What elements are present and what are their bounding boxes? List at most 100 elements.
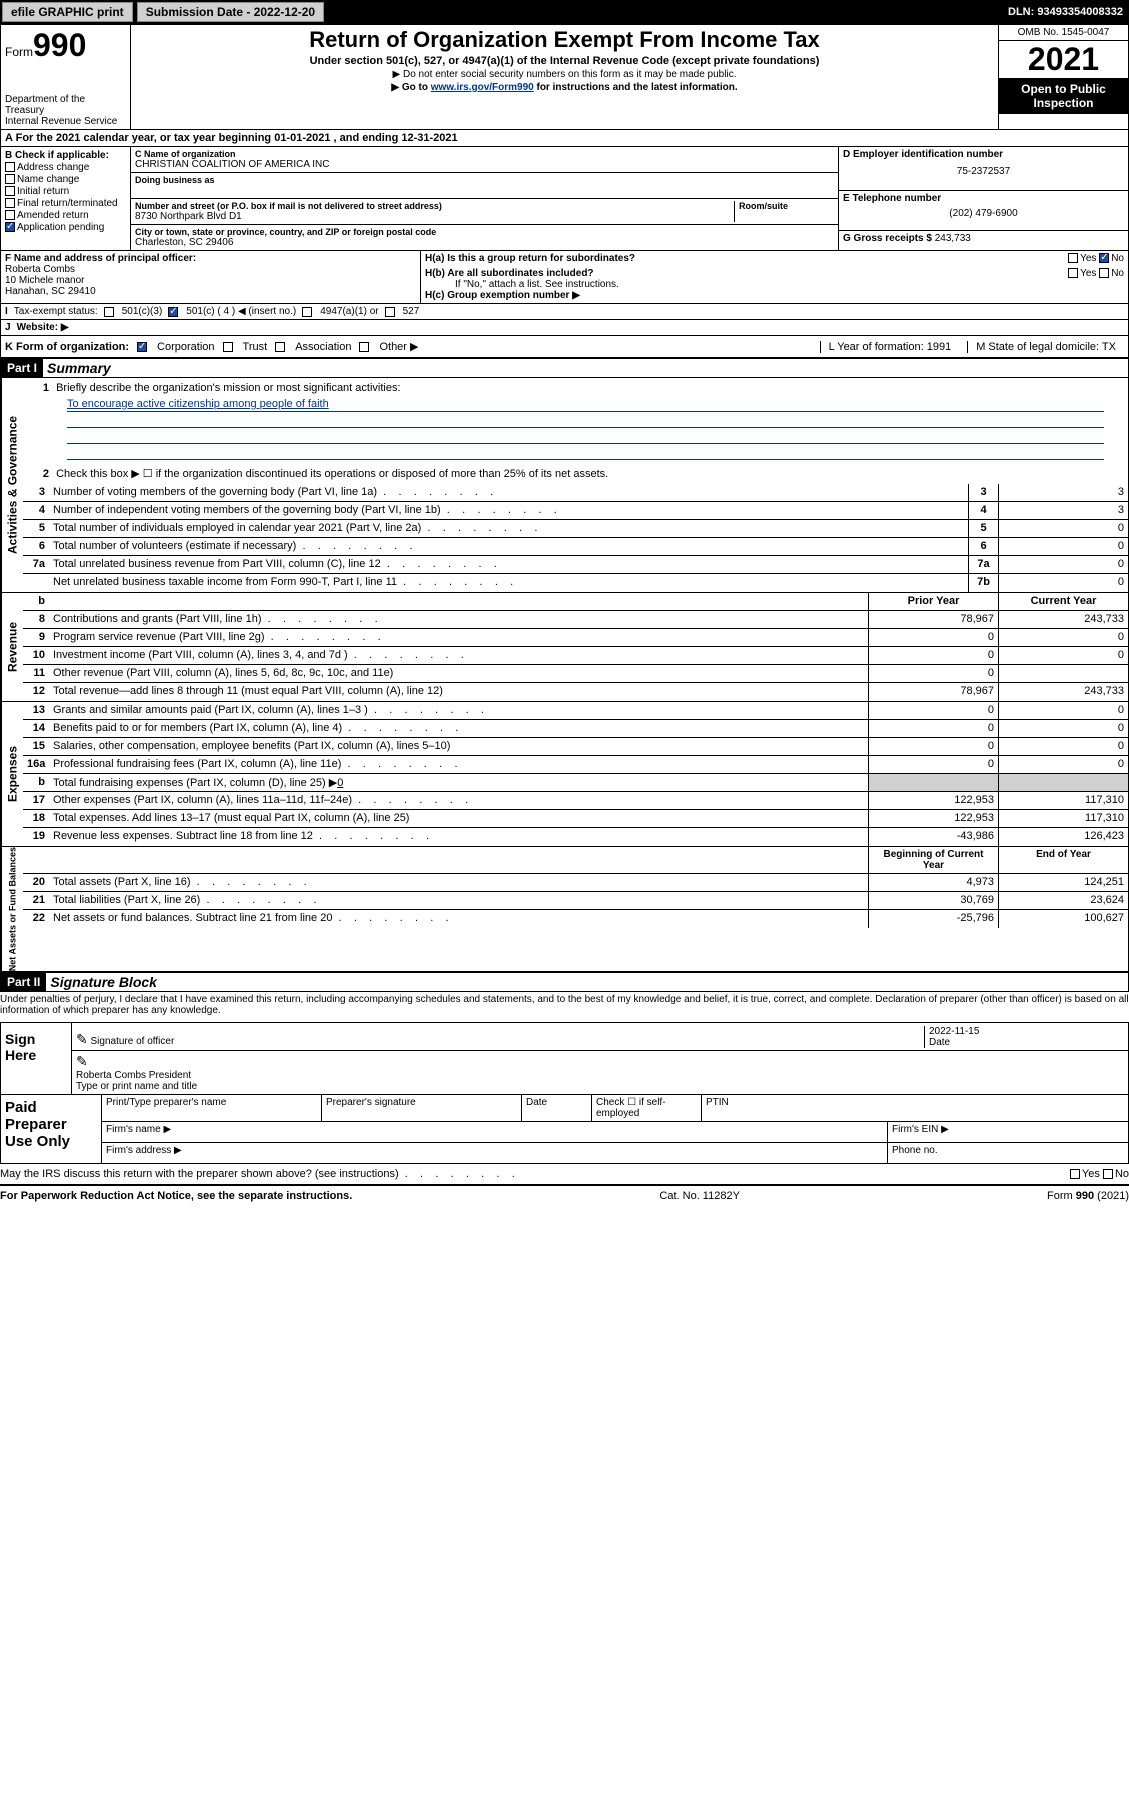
room-label: Room/suite bbox=[739, 201, 834, 211]
line-22: Net assets or fund balances. Subtract li… bbox=[49, 910, 868, 928]
c-name-label: C Name of organization bbox=[135, 149, 834, 159]
side-revenue: Revenue bbox=[1, 593, 23, 701]
prep-name-label: Print/Type preparer's name bbox=[102, 1095, 322, 1121]
phone-value: (202) 479-6900 bbox=[843, 208, 1124, 219]
row-k-form-org: K Form of organization: Corporation Trus… bbox=[0, 336, 1129, 358]
street-address: 8730 Northpark Blvd D1 bbox=[135, 211, 734, 222]
side-governance: Activities & Governance bbox=[1, 378, 23, 592]
submission-date-button[interactable]: Submission Date - 2022-12-20 bbox=[137, 2, 324, 22]
line-5: Total number of individuals employed in … bbox=[49, 520, 968, 537]
line-16a: Professional fundraising fees (Part IX, … bbox=[49, 756, 868, 773]
line-7b: Net unrelated business taxable income fr… bbox=[49, 574, 968, 592]
line-19: Revenue less expenses. Subtract line 18 … bbox=[49, 828, 868, 846]
check-amended[interactable]: Amended return bbox=[5, 210, 126, 221]
l-year-formation: L Year of formation: 1991 bbox=[820, 341, 960, 353]
firm-addr-label: Firm's address ▶ bbox=[102, 1143, 888, 1163]
prep-sig-label: Preparer's signature bbox=[322, 1095, 522, 1121]
line-7a: Total unrelated business revenue from Pa… bbox=[49, 556, 968, 573]
penalties-text: Under penalties of perjury, I declare th… bbox=[0, 992, 1129, 1018]
row-j-website: J Website: ▶ bbox=[0, 320, 1129, 336]
line-9: Program service revenue (Part VIII, line… bbox=[49, 629, 868, 646]
firm-ein-label: Firm's EIN ▶ bbox=[888, 1122, 1128, 1142]
line-15: Salaries, other compensation, employee b… bbox=[49, 738, 868, 755]
check-self-employed[interactable]: Check ☐ if self-employed bbox=[592, 1095, 702, 1121]
line-3: Number of voting members of the governin… bbox=[49, 484, 968, 501]
form-note-1: ▶ Do not enter social security numbers o… bbox=[137, 69, 992, 80]
check-b-label: B Check if applicable: bbox=[5, 150, 126, 161]
revenue-section: Revenue bPrior YearCurrent Year 8Contrib… bbox=[0, 593, 1129, 702]
check-501c3[interactable] bbox=[104, 307, 114, 317]
line-8: Contributions and grants (Part VIII, lin… bbox=[49, 611, 868, 628]
dept-label-2: Internal Revenue Service bbox=[5, 116, 126, 127]
tax-year: 2021 bbox=[999, 41, 1128, 78]
side-net-assets: Net Assets or Fund Balances bbox=[1, 847, 23, 971]
side-expenses: Expenses bbox=[1, 702, 23, 846]
dba-label: Doing business as bbox=[135, 175, 834, 185]
check-application-pending[interactable]: Application pending bbox=[5, 222, 126, 233]
sign-here-label: Sign Here bbox=[1, 1023, 71, 1094]
line-12: Total revenue—add lines 8 through 11 (mu… bbox=[49, 683, 868, 701]
officer-type-name: Roberta Combs President bbox=[76, 1070, 1124, 1081]
firm-name-label: Firm's name ▶ bbox=[102, 1122, 888, 1142]
line-10: Investment income (Part VIII, column (A)… bbox=[49, 647, 868, 664]
check-corporation[interactable] bbox=[137, 342, 147, 352]
hb-subordinates: H(b) Are all subordinates included? Yes … bbox=[425, 268, 1124, 279]
firm-phone-label: Phone no. bbox=[888, 1143, 1128, 1163]
part-ii-header: Part II Signature Block bbox=[0, 972, 1129, 992]
prep-date-label: Date bbox=[522, 1095, 592, 1121]
check-other[interactable] bbox=[359, 342, 369, 352]
paid-preparer-label: Paid Preparer Use Only bbox=[1, 1095, 101, 1163]
ptin-label: PTIN bbox=[702, 1095, 1128, 1121]
officer-name: Roberta Combs bbox=[5, 264, 416, 275]
discuss-yes[interactable] bbox=[1070, 1169, 1080, 1179]
section-f-h: F Name and address of principal officer:… bbox=[0, 251, 1129, 304]
hc-exemption: H(c) Group exemption number ▶ bbox=[425, 290, 1124, 301]
sig-officer-label: Signature of officer bbox=[91, 1036, 175, 1047]
m-domicile: M State of legal domicile: TX bbox=[967, 341, 1124, 353]
check-527[interactable] bbox=[385, 307, 395, 317]
check-4947[interactable] bbox=[302, 307, 312, 317]
footer-mid: Cat. No. 11282Y bbox=[659, 1190, 740, 1202]
line-14: Benefits paid to or for members (Part IX… bbox=[49, 720, 868, 737]
d-ein-label: D Employer identification number bbox=[843, 149, 1124, 160]
check-trust[interactable] bbox=[223, 342, 233, 352]
line-2-text: Check this box ▶ ☐ if the organization d… bbox=[56, 468, 608, 480]
check-name-change[interactable]: Name change bbox=[5, 174, 126, 185]
part-i-header: Part I Summary bbox=[0, 358, 1129, 378]
line-6: Total number of volunteers (estimate if … bbox=[49, 538, 968, 555]
efile-print-button[interactable]: efile GRAPHIC print bbox=[2, 2, 133, 22]
section-b-c-d: B Check if applicable: Address change Na… bbox=[0, 147, 1129, 251]
line-11: Other revenue (Part VIII, column (A), li… bbox=[49, 665, 868, 682]
form-header: Form990 Department of the Treasury Inter… bbox=[0, 24, 1129, 130]
check-address-change[interactable]: Address change bbox=[5, 162, 126, 173]
form-subtitle: Under section 501(c), 527, or 4947(a)(1)… bbox=[137, 55, 992, 67]
expenses-section: Expenses 13Grants and similar amounts pa… bbox=[0, 702, 1129, 847]
irs-link[interactable]: www.irs.gov/Form990 bbox=[431, 82, 534, 93]
line-17: Other expenses (Part IX, column (A), lin… bbox=[49, 792, 868, 809]
form-title: Return of Organization Exempt From Incom… bbox=[137, 27, 992, 53]
hb-note: If "No," attach a list. See instructions… bbox=[425, 279, 1124, 290]
line-13: Grants and similar amounts paid (Part IX… bbox=[49, 702, 868, 719]
form-number: Form990 bbox=[5, 27, 126, 64]
line-20: Total assets (Part X, line 16) bbox=[49, 874, 868, 891]
check-association[interactable] bbox=[275, 342, 285, 352]
officer-addr1: 10 Michele manor bbox=[5, 275, 416, 286]
page-footer: For Paperwork Reduction Act Notice, see … bbox=[0, 1186, 1129, 1206]
open-public-badge: Open to Public Inspection bbox=[999, 78, 1128, 114]
discuss-no[interactable] bbox=[1103, 1169, 1113, 1179]
check-501c[interactable] bbox=[168, 307, 178, 317]
form-note-2: ▶ Go to www.irs.gov/Form990 for instruct… bbox=[137, 82, 992, 93]
officer-addr2: Hanahan, SC 29410 bbox=[5, 286, 416, 297]
mission-text[interactable]: To encourage active citizenship among pe… bbox=[67, 398, 329, 410]
signature-block: Sign Here ✎ Signature of officer 2022-11… bbox=[0, 1022, 1129, 1164]
dln-label: DLN: 93493354008332 bbox=[1004, 6, 1127, 18]
row-a-tax-year: A For the 2021 calendar year, or tax yea… bbox=[0, 130, 1129, 147]
check-final-return[interactable]: Final return/terminated bbox=[5, 198, 126, 209]
ein-value: 75-2372537 bbox=[843, 166, 1124, 177]
street-label: Number and street (or P.O. box if mail i… bbox=[135, 201, 734, 211]
line-16b: Total fundraising expenses (Part IX, col… bbox=[49, 774, 868, 791]
check-initial-return[interactable]: Initial return bbox=[5, 186, 126, 197]
footer-left: For Paperwork Reduction Act Notice, see … bbox=[0, 1190, 352, 1202]
governance-section: Activities & Governance 1 Briefly descri… bbox=[0, 378, 1129, 593]
g-receipts-label: G Gross receipts $ bbox=[843, 233, 932, 244]
